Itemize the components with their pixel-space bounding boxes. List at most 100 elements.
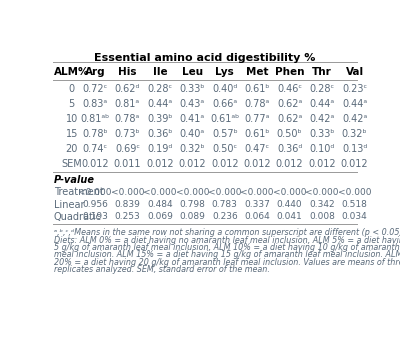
Text: 0.57ᵇ: 0.57ᵇ [212, 129, 238, 139]
Text: 0.36ᵈ: 0.36ᵈ [277, 144, 302, 154]
Text: 0.012: 0.012 [178, 159, 206, 169]
Text: 0.253: 0.253 [114, 212, 140, 222]
Text: 0.012: 0.012 [308, 159, 336, 169]
Text: 0.42ᵃ: 0.42ᵃ [342, 114, 367, 124]
Text: 0.011: 0.011 [114, 159, 141, 169]
Text: 0.74ᶜ: 0.74ᶜ [82, 144, 108, 154]
Text: 0.342: 0.342 [309, 200, 335, 209]
Text: 0.012: 0.012 [81, 159, 109, 169]
Text: 0.81ᵃᵇ: 0.81ᵃᵇ [80, 114, 110, 124]
Text: 0.19ᵈ: 0.19ᵈ [147, 144, 172, 154]
Text: 0.012: 0.012 [276, 159, 304, 169]
Text: 0.193: 0.193 [82, 212, 108, 222]
Text: 0.069: 0.069 [147, 212, 173, 222]
Text: 0.62ᵃ: 0.62ᵃ [277, 114, 302, 124]
Text: ᵃ,ᵇ,ᶜ,ᵈMeans in the same row not sharing a common superscript are different (p <: ᵃ,ᵇ,ᶜ,ᵈMeans in the same row not sharing… [54, 228, 400, 237]
Text: 0.78ᵃ: 0.78ᵃ [115, 114, 140, 124]
Text: 0.012: 0.012 [244, 159, 271, 169]
Text: 0.012: 0.012 [211, 159, 238, 169]
Text: 0.10ᵈ: 0.10ᵈ [310, 144, 335, 154]
Text: 0.50ᵇ: 0.50ᵇ [277, 129, 302, 139]
Text: 0.72ᶜ: 0.72ᶜ [82, 84, 108, 94]
Text: 0.13ᵈ: 0.13ᵈ [342, 144, 367, 154]
Text: 0.32ᵇ: 0.32ᵇ [180, 144, 205, 154]
Text: 0.66ᵃ: 0.66ᵃ [212, 99, 237, 109]
Text: <0.000: <0.000 [273, 188, 306, 197]
Text: Quadratic: Quadratic [54, 212, 102, 222]
Text: P-value: P-value [54, 175, 95, 185]
Text: 0.236: 0.236 [212, 212, 238, 222]
Text: 0.012: 0.012 [146, 159, 174, 169]
Text: 0.77ᵃ: 0.77ᵃ [244, 114, 270, 124]
Text: <0.000: <0.000 [78, 188, 112, 197]
Text: 0.73ᵇ: 0.73ᵇ [114, 129, 140, 139]
Text: 0.78ᵃ: 0.78ᵃ [244, 99, 270, 109]
Text: 0.28ᶜ: 0.28ᶜ [310, 84, 335, 94]
Text: <0.000: <0.000 [305, 188, 339, 197]
Text: Diets: ALM 0% = a diet having no amaranth leaf meal inclusion, ALM 5% = a diet h: Diets: ALM 0% = a diet having no amarant… [54, 236, 400, 245]
Text: 0.034: 0.034 [342, 212, 368, 222]
Text: 0.43ᵃ: 0.43ᵃ [180, 99, 205, 109]
Text: Phen: Phen [275, 67, 304, 77]
Text: ALM%: ALM% [54, 67, 90, 77]
Text: <0.000: <0.000 [208, 188, 242, 197]
Text: replicates analyzed. SEM, standard error of the mean.: replicates analyzed. SEM, standard error… [54, 265, 270, 274]
Text: <0.000: <0.000 [143, 188, 177, 197]
Text: 0.064: 0.064 [244, 212, 270, 222]
Text: 0.40ᵃ: 0.40ᵃ [180, 129, 205, 139]
Text: 5: 5 [68, 99, 75, 109]
Text: Arg: Arg [85, 67, 105, 77]
Text: 0.61ᵇ: 0.61ᵇ [244, 84, 270, 94]
Text: 0: 0 [69, 84, 75, 94]
Text: 0.008: 0.008 [309, 212, 335, 222]
Text: 20% = a diet having 20 g/kg of amaranth leaf meal inclusion. Values are means of: 20% = a diet having 20 g/kg of amaranth … [54, 257, 400, 266]
Text: 0.956: 0.956 [82, 200, 108, 209]
Text: 0.337: 0.337 [244, 200, 270, 209]
Text: 0.839: 0.839 [114, 200, 140, 209]
Text: Lys: Lys [215, 67, 234, 77]
Text: Treatment: Treatment [54, 187, 104, 197]
Text: 15: 15 [66, 129, 78, 139]
Text: 0.089: 0.089 [179, 212, 205, 222]
Text: Leu: Leu [182, 67, 203, 77]
Text: 0.61ᵃᵇ: 0.61ᵃᵇ [210, 114, 239, 124]
Text: 0.041: 0.041 [277, 212, 302, 222]
Text: SEM: SEM [61, 159, 82, 169]
Text: 0.798: 0.798 [179, 200, 205, 209]
Text: 20: 20 [66, 144, 78, 154]
Text: 10: 10 [66, 114, 78, 124]
Text: 0.440: 0.440 [277, 200, 302, 209]
Text: 0.518: 0.518 [342, 200, 368, 209]
Text: 5 g/kg of amaranth leaf meal inclusion, ALM 10% = a diet having 10 g/kg of amara: 5 g/kg of amaranth leaf meal inclusion, … [54, 243, 400, 252]
Text: <0.000: <0.000 [176, 188, 209, 197]
Text: 0.78ᵇ: 0.78ᵇ [82, 129, 108, 139]
Text: 0.40ᵈ: 0.40ᵈ [212, 84, 238, 94]
Text: 0.42ᵃ: 0.42ᵃ [310, 114, 335, 124]
Text: Thr: Thr [312, 67, 332, 77]
Text: <0.000: <0.000 [240, 188, 274, 197]
Text: 0.81ᵃ: 0.81ᵃ [115, 99, 140, 109]
Text: His: His [118, 67, 137, 77]
Text: 0.28ᶜ: 0.28ᶜ [147, 84, 172, 94]
Text: Essential amino acid digestibility %: Essential amino acid digestibility % [94, 53, 316, 63]
Text: 0.33ᵇ: 0.33ᵇ [309, 129, 335, 139]
Text: 0.36ᵇ: 0.36ᵇ [147, 129, 173, 139]
Text: Ile: Ile [152, 67, 167, 77]
Text: Met: Met [246, 67, 268, 77]
Text: 0.61ᵇ: 0.61ᵇ [244, 129, 270, 139]
Text: 0.41ᵃ: 0.41ᵃ [180, 114, 205, 124]
Text: <0.000: <0.000 [338, 188, 371, 197]
Text: 0.783: 0.783 [212, 200, 238, 209]
Text: 0.012: 0.012 [341, 159, 368, 169]
Text: 0.62ᵈ: 0.62ᵈ [115, 84, 140, 94]
Text: 0.83ᵃ: 0.83ᵃ [82, 99, 108, 109]
Text: 0.69ᶜ: 0.69ᶜ [115, 144, 140, 154]
Text: Linear: Linear [54, 199, 84, 210]
Text: 0.50ᶜ: 0.50ᶜ [212, 144, 237, 154]
Text: <0.000: <0.000 [111, 188, 144, 197]
Text: 0.62ᵃ: 0.62ᵃ [277, 99, 302, 109]
Text: 0.44ᵃ: 0.44ᵃ [342, 99, 367, 109]
Text: 0.46ᶜ: 0.46ᶜ [277, 84, 302, 94]
Text: 0.47ᶜ: 0.47ᶜ [245, 144, 270, 154]
Text: 0.23ᶜ: 0.23ᶜ [342, 84, 367, 94]
